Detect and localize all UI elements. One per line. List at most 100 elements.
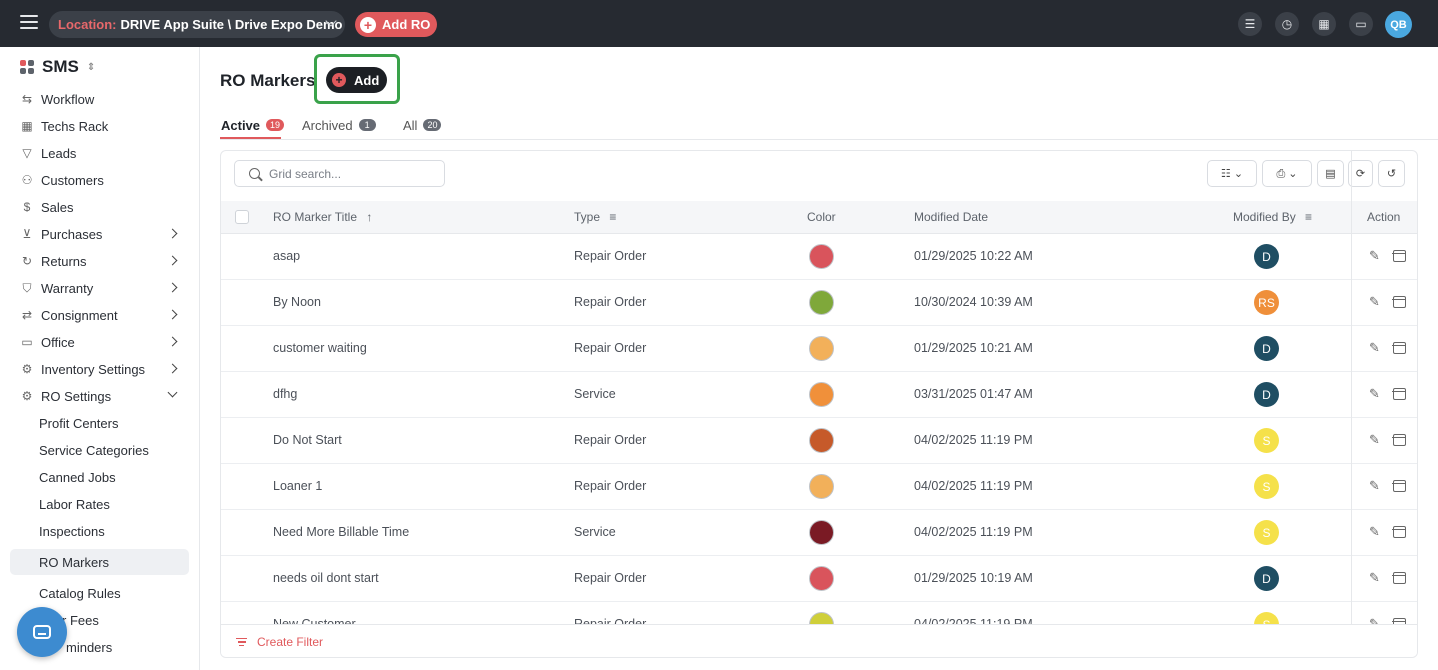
color-swatch bbox=[809, 290, 834, 315]
user-avatar[interactable]: QB bbox=[1385, 11, 1412, 38]
sidebar-item-purchases[interactable]: ⊻ Purchases bbox=[20, 224, 190, 244]
select-all-checkbox[interactable] bbox=[235, 210, 249, 224]
sidebar-item-leads[interactable]: ▽ Leads bbox=[20, 143, 190, 163]
columns-toggle-button[interactable]: ▤ bbox=[1317, 160, 1344, 187]
archive-icon[interactable] bbox=[1392, 572, 1406, 584]
chat-widget-button[interactable] bbox=[17, 607, 67, 657]
cell-title: needs oil dont start bbox=[273, 571, 379, 585]
column-view-dropdown[interactable]: ☷ ⌄ bbox=[1207, 160, 1257, 187]
sidebar-subitem-labor-rates[interactable]: Labor Rates bbox=[39, 496, 110, 512]
table-row[interactable]: asap Repair Order 01/29/2025 10:22 AM D ✎ bbox=[221, 234, 1417, 280]
grid-icon: ▦ bbox=[21, 119, 33, 133]
sidebar-subitem-catalog-rules[interactable]: Catalog Rules bbox=[39, 585, 121, 601]
tab-archived[interactable]: Archived 1 bbox=[302, 115, 376, 135]
modified-by-avatar: D bbox=[1254, 244, 1279, 269]
table-row[interactable]: Need More Billable Time Service 04/02/2025… bbox=[221, 510, 1417, 556]
archive-icon[interactable] bbox=[1392, 342, 1406, 354]
sidebar-item-office[interactable]: ▭ Office bbox=[20, 332, 190, 352]
edit-icon[interactable]: ✎ bbox=[1369, 386, 1380, 401]
modified-by-avatar: S bbox=[1254, 428, 1279, 453]
sidebar-item-sales[interactable]: $ Sales bbox=[20, 197, 190, 217]
sidebar-item-techs-rack[interactable]: ▦ Techs Rack bbox=[20, 116, 190, 136]
add-ro-button[interactable]: + Add RO bbox=[355, 12, 437, 37]
column-header-modified-date[interactable]: Modified Date bbox=[914, 210, 989, 224]
clock-icon[interactable]: ◷ bbox=[1275, 12, 1299, 36]
menu-icon[interactable] bbox=[20, 15, 38, 29]
sidebar-subitem-ro-markers[interactable]: RO Markers bbox=[39, 554, 110, 570]
sidebar-item-ro-settings[interactable]: ⚙ RO Settings bbox=[20, 386, 190, 406]
edit-icon[interactable]: ✎ bbox=[1369, 524, 1380, 539]
sidebar-item-customers[interactable]: ⚇ Customers bbox=[20, 170, 190, 190]
edit-icon[interactable]: ✎ bbox=[1369, 432, 1380, 447]
column-header-title[interactable]: RO Marker Title ↑ bbox=[273, 210, 372, 224]
table-row[interactable]: dfhg Service 03/31/2025 01:47 AM D ✎ bbox=[221, 372, 1417, 418]
cell-type: Repair Order bbox=[574, 479, 647, 493]
column-header-action: Action bbox=[1367, 210, 1401, 224]
archive-icon[interactable] bbox=[1392, 480, 1406, 492]
cell-title: Loaner 1 bbox=[273, 479, 323, 493]
sidebar-item-consignment[interactable]: ⇄ Consignment bbox=[20, 305, 190, 325]
sidebar-subitem-canned-jobs[interactable]: Canned Jobs bbox=[39, 469, 116, 485]
table-row[interactable]: needs oil dont start Repair Order 01/29/20… bbox=[221, 556, 1417, 602]
sidebar-subitem-inspections[interactable]: Inspections bbox=[39, 523, 105, 539]
gears-icon: ⚙ bbox=[21, 389, 33, 403]
create-filter-button[interactable]: Create Filter bbox=[236, 635, 323, 649]
sidebar-item-warranty[interactable]: ⛉ Warranty bbox=[20, 278, 190, 298]
brand-switcher[interactable]: SMS ⇕ bbox=[20, 57, 95, 77]
table-row[interactable]: Do Not Start Repair Order 04/02/2025 11:19… bbox=[221, 418, 1417, 464]
folder-icon: ▭ bbox=[21, 335, 33, 349]
export-dropdown[interactable]: ⎙ ⌄ bbox=[1262, 160, 1312, 187]
column-header-type[interactable]: Type ≡ bbox=[574, 210, 616, 224]
refresh-button[interactable]: ⟳ bbox=[1348, 160, 1373, 187]
archive-icon[interactable] bbox=[1392, 526, 1406, 538]
modified-by-avatar: RS bbox=[1254, 290, 1279, 315]
filter-lines-icon: ≡ bbox=[609, 210, 617, 224]
add-ro-label: Add RO bbox=[382, 17, 431, 32]
cell-type: Repair Order bbox=[574, 295, 647, 309]
sidebar-subitem-profit-centers[interactable]: Profit Centers bbox=[39, 415, 119, 431]
chevron-right-icon bbox=[167, 282, 178, 293]
modified-by-avatar: S bbox=[1254, 520, 1279, 545]
location-selector[interactable]: Location: DRIVE App Suite \ Drive Expo D… bbox=[49, 11, 345, 38]
tab-all[interactable]: All 20 bbox=[403, 115, 442, 135]
edit-icon[interactable]: ✎ bbox=[1369, 478, 1380, 493]
edit-icon[interactable]: ✎ bbox=[1369, 617, 1383, 631]
sidebar-item-label: Consignment bbox=[41, 307, 118, 323]
sidebar-subitem-fees[interactable]: r Fees bbox=[62, 612, 99, 628]
sidebar-item-workflow[interactable]: ⇆ Workflow bbox=[20, 89, 190, 109]
archive-icon[interactable] bbox=[1392, 434, 1406, 446]
table-row[interactable]: By Noon Repair Order 10/30/2024 10:39 AM RS… bbox=[221, 280, 1417, 326]
action-column-divider bbox=[1351, 151, 1352, 657]
archive-icon[interactable] bbox=[1392, 296, 1406, 308]
sidebar-item-inventory-settings[interactable]: ⚙ Inventory Settings bbox=[20, 359, 190, 379]
list-icon[interactable]: ☰ bbox=[1238, 12, 1262, 36]
reset-button[interactable]: ↺ bbox=[1378, 160, 1405, 187]
edit-icon[interactable]: ✎ bbox=[1369, 340, 1380, 355]
list-icon: ☷ ⌄ bbox=[1220, 168, 1244, 180]
cell-modified-date: 01/29/2025 10:19 AM bbox=[914, 571, 1033, 585]
column-header-color[interactable]: Color bbox=[807, 210, 836, 224]
shield-icon: ⛉ bbox=[22, 280, 32, 295]
table-row[interactable]: Loaner 1 Repair Order 04/02/2025 11:19 PM S… bbox=[221, 464, 1417, 510]
edit-icon[interactable]: ✎ bbox=[1369, 570, 1380, 585]
column-header-modified-by[interactable]: Modified By ≡ bbox=[1233, 210, 1312, 224]
sidebar-item-returns[interactable]: ↻ Returns bbox=[20, 251, 190, 271]
plus-icon: + bbox=[360, 16, 376, 33]
tab-active[interactable]: Active 19 bbox=[221, 115, 285, 135]
calendar-icon[interactable]: ▦ bbox=[1312, 12, 1336, 36]
archive-icon[interactable] bbox=[1392, 250, 1406, 262]
chat-icon[interactable]: ▭ bbox=[1349, 12, 1373, 36]
sidebar: SMS ⇕ ⇆ Workflow ▦ Techs Rack ▽ Leads ⚇ Cust… bbox=[0, 47, 200, 670]
sidebar-subitem-service-categories[interactable]: Service Categories bbox=[39, 442, 149, 458]
table-row[interactable]: customer waiting Repair Order 01/29/2025 1… bbox=[221, 326, 1417, 372]
edit-icon[interactable]: ✎ bbox=[1369, 248, 1380, 263]
brand-name: SMS bbox=[42, 57, 79, 76]
edit-icon[interactable]: ✎ bbox=[1369, 294, 1380, 309]
cell-title: Do Not Start bbox=[273, 433, 342, 447]
sidebar-subitem-reminders[interactable]: minders bbox=[66, 639, 113, 655]
users-icon: ⚇ bbox=[21, 173, 33, 187]
color-swatch bbox=[809, 520, 834, 545]
archive-icon[interactable] bbox=[1392, 388, 1406, 400]
grid-search-input[interactable]: Grid search... bbox=[234, 160, 445, 187]
add-marker-button[interactable]: + Add bbox=[326, 67, 387, 93]
